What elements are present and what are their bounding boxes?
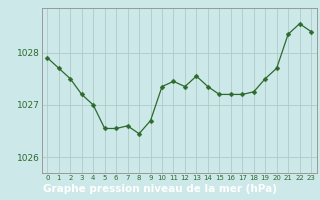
Text: Graphe pression niveau de la mer (hPa): Graphe pression niveau de la mer (hPa)	[43, 184, 277, 194]
